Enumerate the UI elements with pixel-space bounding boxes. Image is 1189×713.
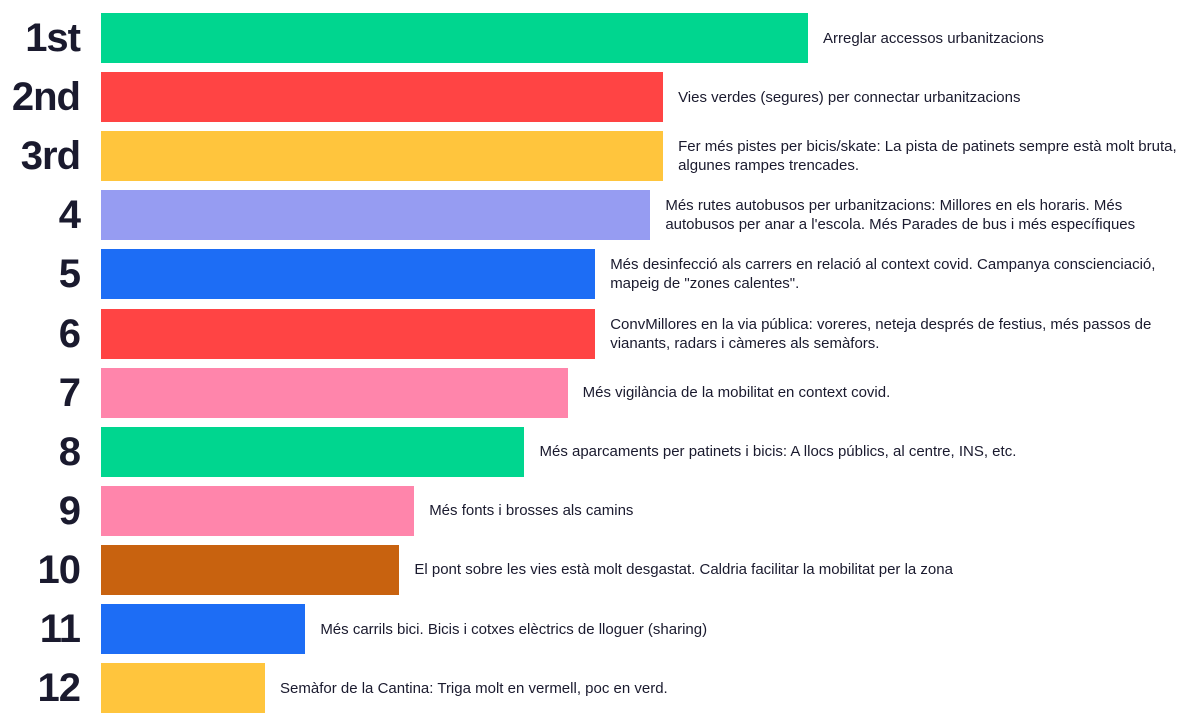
bar-description: Fer més pistes per bicis/skate: La pista…: [678, 138, 1177, 175]
bar: [101, 72, 664, 123]
rank-label: 1st: [25, 16, 81, 60]
rank-label: 12: [37, 666, 82, 711]
rank-label: 8: [58, 429, 81, 474]
bar: [101, 190, 651, 241]
bar: [101, 367, 568, 418]
bar-description: Més fonts i brosses als camins: [429, 502, 634, 520]
bar-description: El pont sobre les vies està molt desgast…: [414, 561, 953, 579]
rank-label: 2nd: [11, 75, 81, 120]
bar-description: Més rutes autobusos per urbanitzacions: …: [665, 197, 1136, 234]
rank-label: 3rd: [20, 134, 81, 179]
bar-description: Arreglar accessos urbanitzacions: [823, 29, 1044, 47]
bar: [101, 544, 400, 595]
rank-label: 9: [58, 488, 81, 533]
bar-description: ConvMillores en la via pública: voreres,…: [610, 315, 1152, 352]
rank-label: 11: [39, 607, 81, 651]
bar: [101, 426, 525, 477]
bar: [101, 249, 596, 300]
bar-description: Més aparcaments per patinets i bicis: A …: [539, 443, 1017, 461]
bar: [101, 308, 596, 359]
rank-label: 10: [37, 547, 82, 592]
rank-label: 5: [58, 252, 81, 297]
bar: [101, 663, 266, 713]
bar-description: Semàfor de la Cantina: Triga molt en ver…: [280, 679, 668, 697]
bar: [101, 131, 664, 182]
bar: [101, 13, 808, 63]
rank-label: 4: [58, 193, 81, 238]
bar-description: Vies verdes (segures) per connectar urba…: [678, 88, 1021, 106]
rank-label: 7: [58, 370, 81, 415]
rank-label: 6: [58, 311, 81, 356]
bar-description: Més carrils bici. Bicis i cotxes elèctri…: [320, 620, 708, 638]
bar: [101, 485, 415, 536]
bar: [101, 604, 306, 654]
bar-description: Més vigilància de la mobilitat en contex…: [582, 384, 891, 402]
bar-description: Més desinfecció als carrers en relació a…: [610, 256, 1156, 293]
